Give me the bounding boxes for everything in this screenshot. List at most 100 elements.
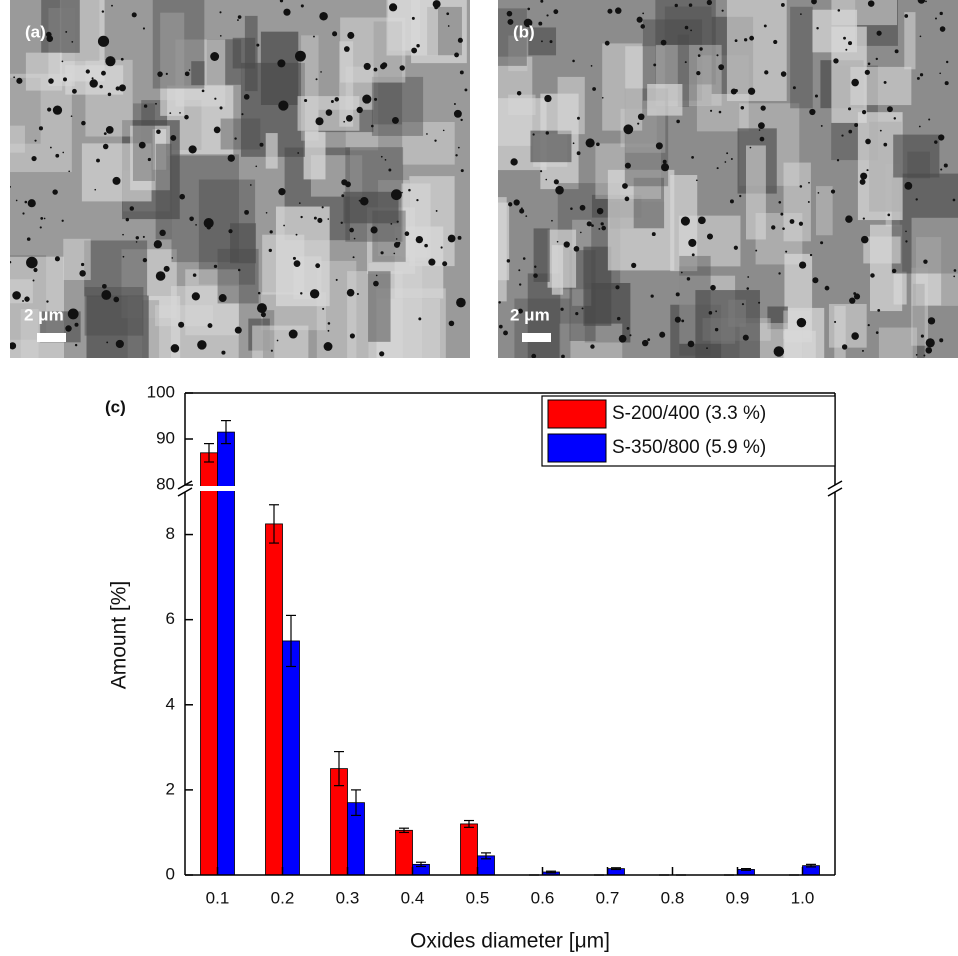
scale-bar-label: 2 μm: [510, 305, 550, 324]
particle: [12, 291, 21, 300]
particle: [925, 338, 935, 348]
particle: [867, 62, 871, 66]
texture: [831, 0, 898, 26]
particle: [345, 114, 353, 122]
texture: [155, 305, 213, 327]
particle: [507, 19, 514, 25]
particle: [540, 0, 544, 3]
particle: [680, 271, 683, 274]
particle: [513, 199, 520, 206]
y-axis-title: Amount [%]: [108, 581, 131, 690]
particle: [590, 344, 595, 349]
particle: [418, 317, 422, 321]
legend-label: S-350/800 (5.9 %): [612, 437, 766, 458]
particle: [618, 334, 627, 343]
particle: [165, 72, 168, 75]
particle: [315, 78, 318, 81]
particle: [415, 235, 424, 244]
particle: [455, 154, 458, 157]
particle: [778, 272, 781, 275]
particle: [570, 207, 573, 210]
particle: [179, 193, 185, 200]
particle: [359, 197, 369, 206]
particle: [192, 273, 197, 277]
particle: [332, 31, 338, 37]
particle: [349, 227, 354, 233]
particle: [103, 132, 107, 136]
particle: [572, 59, 575, 63]
particle: [169, 112, 172, 114]
particle: [135, 236, 139, 240]
error-bar: [334, 750, 344, 787]
particle: [637, 122, 640, 125]
particle: [404, 231, 410, 237]
particle: [799, 261, 807, 269]
particle: [545, 131, 549, 135]
particle: [15, 199, 18, 202]
particle: [918, 125, 921, 128]
particle: [71, 41, 74, 43]
particle: [45, 31, 52, 38]
particle: [440, 246, 443, 249]
particle: [920, 334, 924, 338]
texture: [559, 323, 623, 358]
particle: [572, 142, 575, 145]
particle: [939, 11, 943, 16]
particle: [820, 124, 823, 127]
particle: [323, 342, 333, 351]
texture: [265, 133, 278, 169]
particle: [347, 31, 355, 39]
particle: [551, 219, 553, 222]
particle: [171, 257, 174, 259]
particle: [122, 255, 125, 258]
particle: [615, 285, 620, 290]
texture: [10, 125, 25, 153]
particle: [853, 293, 861, 300]
particle: [335, 278, 338, 281]
particle: [142, 235, 145, 238]
x-tick-label: 1.0: [791, 888, 815, 907]
particle: [642, 12, 645, 15]
particle: [170, 134, 177, 141]
particle: [749, 146, 752, 149]
particle: [293, 260, 301, 267]
particle: [213, 126, 221, 134]
particle: [546, 14, 549, 17]
texture: [0, 29, 2, 59]
particle: [260, 312, 266, 318]
particle: [234, 137, 237, 140]
particle: [442, 261, 448, 267]
particle: [522, 257, 526, 260]
particle: [96, 158, 100, 163]
texture: [508, 35, 528, 72]
particle: [905, 240, 908, 243]
particle: [276, 339, 279, 342]
particle: [867, 324, 870, 327]
particle: [533, 273, 538, 278]
particle: [747, 87, 756, 95]
particle: [446, 12, 450, 16]
particle: [773, 39, 778, 45]
particle: [916, 76, 920, 80]
particle: [615, 7, 622, 14]
particle: [637, 113, 645, 121]
particle: [61, 60, 64, 63]
particle: [52, 189, 58, 195]
particle: [596, 207, 604, 215]
particle: [362, 94, 372, 104]
particle: [213, 264, 218, 269]
x-tick-label: 0.4: [401, 888, 425, 907]
particle: [105, 56, 116, 67]
particle: [684, 61, 687, 64]
particle: [598, 227, 601, 230]
particle: [746, 287, 750, 290]
error-bar: [416, 861, 426, 868]
particle: [740, 106, 745, 110]
texture: [371, 76, 424, 136]
particle: [370, 124, 374, 128]
particle: [241, 113, 244, 116]
particle: [105, 125, 114, 134]
particle: [590, 64, 593, 67]
particle: [129, 206, 135, 211]
x-tick-label: 0.5: [466, 888, 490, 907]
